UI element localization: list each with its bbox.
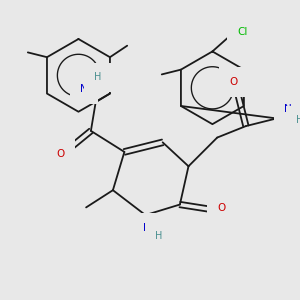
Text: N: N [143,224,151,233]
Text: N: N [80,84,88,94]
Text: N: N [284,104,292,114]
Text: Cl: Cl [238,27,248,37]
Text: H: H [94,72,101,82]
Text: H: H [155,231,163,241]
Text: O: O [218,203,226,213]
Text: O: O [56,149,64,159]
Text: H: H [296,115,300,125]
Text: O: O [229,77,238,87]
